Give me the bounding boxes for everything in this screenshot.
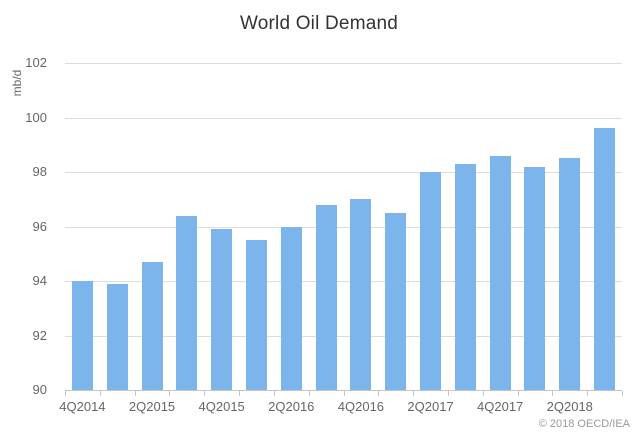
x-axis-tick xyxy=(134,391,136,396)
x-axis-tick xyxy=(552,391,554,396)
bar-2Q2015 xyxy=(141,261,163,390)
bar-1Q2017 xyxy=(385,212,407,390)
ytick-label-98: 98 xyxy=(32,164,47,179)
ytick-label-92: 92 xyxy=(32,327,47,343)
bar-3Q2015 xyxy=(176,215,198,390)
bar-4Q2014 xyxy=(71,281,93,390)
xtick-label-4Q2015: 4Q2015 xyxy=(198,399,245,414)
bar-4Q2016 xyxy=(350,199,372,390)
xtick-label-2Q2015: 2Q2015 xyxy=(128,399,176,414)
bar-1Q2016 xyxy=(245,240,267,390)
chart-title: World Oil Demand xyxy=(239,13,399,34)
x-axis-tick xyxy=(308,391,310,396)
x-axis-tick xyxy=(622,391,623,396)
xtick-label-2Q2018: 2Q2018 xyxy=(546,399,593,414)
x-axis-tick xyxy=(204,391,206,396)
bar-3Q2017 xyxy=(454,163,476,390)
x-axis-tick xyxy=(587,391,589,396)
xtick-label-2Q2017: 2Q2017 xyxy=(407,399,454,414)
gridline-98 xyxy=(65,172,622,173)
gridline-100 xyxy=(65,117,622,119)
gridline-92 xyxy=(65,335,622,337)
xtick-label-2Q2016: 2Q2016 xyxy=(268,399,315,414)
gridline-96 xyxy=(65,226,622,228)
x-axis-tick xyxy=(239,391,241,396)
gridline-94 xyxy=(65,281,622,282)
x-axis-tick xyxy=(482,391,484,396)
ytick-label-94: 94 xyxy=(32,273,47,288)
bar-2Q2016 xyxy=(280,226,302,390)
x-axis-tick xyxy=(99,391,101,396)
bar-4Q2015 xyxy=(211,229,233,390)
ytick-label-102: 102 xyxy=(25,55,47,70)
x-axis-tick xyxy=(378,391,380,396)
plot-area xyxy=(65,63,623,396)
xtick-label-4Q2014: 4Q2014 xyxy=(59,399,106,414)
x-axis-tick xyxy=(413,391,415,396)
x-axis-tick xyxy=(169,391,171,396)
gridline-102 xyxy=(65,63,622,64)
x-axis-tick xyxy=(447,391,449,396)
ytick-label-100: 100 xyxy=(25,109,47,125)
x-axis-tick xyxy=(65,391,66,396)
x-axis-tick xyxy=(343,391,345,396)
xtick-label-4Q2017: 4Q2017 xyxy=(477,399,524,414)
bar-2Q2017 xyxy=(420,172,442,390)
bar-3Q2016 xyxy=(315,204,337,390)
bar-3Q2018 xyxy=(594,128,616,390)
bar-4Q2017 xyxy=(489,155,511,390)
bar-2Q2018 xyxy=(559,158,581,390)
bar-1Q2015 xyxy=(106,283,128,390)
x-axis-tick xyxy=(273,391,275,396)
x-axis-tick xyxy=(517,391,519,396)
copyright-credit: © 2018 OECD/IEA xyxy=(538,418,630,430)
bar-1Q2018 xyxy=(524,166,546,390)
xtick-label-4Q2016: 4Q2016 xyxy=(337,399,385,414)
ytick-label-90: 90 xyxy=(32,382,47,397)
ytick-label-96: 96 xyxy=(32,218,47,234)
